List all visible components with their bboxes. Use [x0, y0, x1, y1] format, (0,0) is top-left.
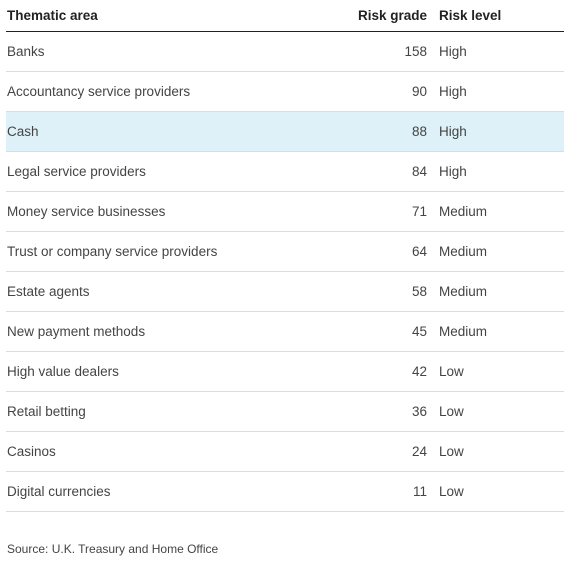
risk-table-container: Thematic area Risk grade Risk level Bank…: [6, 0, 564, 512]
table-row: Estate agents 58 Medium: [6, 271, 564, 312]
thematic-area-cell: Accountancy service providers: [6, 71, 346, 112]
thematic-area-cell: Estate agents: [6, 271, 346, 312]
thematic-area-cell: High value dealers: [6, 351, 346, 392]
table-row: New payment methods 45 Medium: [6, 311, 564, 352]
table-row: Money service businesses 71 Medium: [6, 191, 564, 232]
thematic-area-cell: Money service businesses: [6, 191, 346, 232]
risk-level-cell: Medium: [427, 191, 564, 232]
table-body: Banks 158 High Accountancy service provider…: [6, 31, 564, 512]
risk-grade-cell: 88: [346, 111, 427, 152]
thematic-area-cell: Legal service providers: [6, 151, 346, 192]
table-row: Banks 158 High: [6, 31, 564, 72]
table-header: Thematic area Risk grade Risk level: [6, 0, 564, 32]
risk-level-cell: Low: [427, 471, 564, 512]
thematic-area-cell: Digital currencies: [6, 471, 346, 512]
risk-grade-cell: 158: [346, 31, 427, 72]
risk-grade-cell: 71: [346, 191, 427, 232]
risk-level-cell: Low: [427, 431, 564, 472]
risk-grade-cell: 90: [346, 71, 427, 112]
risk-grade-cell: 84: [346, 151, 427, 192]
source-note: Source: U.K. Treasury and Home Office: [7, 542, 219, 556]
table-row: Retail betting 36 Low: [6, 391, 564, 432]
risk-grade-cell: 36: [346, 391, 427, 432]
header-row: Thematic area Risk grade Risk level: [6, 0, 564, 32]
table-row: Legal service providers 84 High: [6, 151, 564, 192]
table-row: High value dealers 42 Low: [6, 351, 564, 392]
risk-level-cell: Low: [427, 391, 564, 432]
thematic-area-cell: Banks: [6, 31, 346, 72]
table-row: Accountancy service providers 90 High: [6, 71, 564, 112]
header-thematic-area: Thematic area: [6, 0, 346, 32]
risk-grade-cell: 58: [346, 271, 427, 312]
table-row: Trust or company service providers 64 Medi…: [6, 231, 564, 272]
risk-grade-cell: 64: [346, 231, 427, 272]
risk-level-cell: Medium: [427, 311, 564, 352]
table-row: Casinos 24 Low: [6, 431, 564, 472]
risk-level-cell: Medium: [427, 271, 564, 312]
risk-grade-cell: 45: [346, 311, 427, 352]
risk-level-cell: Medium: [427, 231, 564, 272]
risk-level-cell: High: [427, 31, 564, 72]
table-row: Cash 88 High: [6, 111, 564, 152]
risk-level-cell: High: [427, 151, 564, 192]
risk-level-cell: Low: [427, 351, 564, 392]
risk-grade-cell: 42: [346, 351, 427, 392]
thematic-area-cell: Cash: [6, 111, 346, 152]
risk-table: Thematic area Risk grade Risk level Bank…: [6, 0, 564, 512]
risk-grade-cell: 11: [346, 471, 427, 512]
risk-grade-cell: 24: [346, 431, 427, 472]
header-risk-grade: Risk grade: [346, 0, 427, 32]
thematic-area-cell: Retail betting: [6, 391, 346, 432]
header-risk-level: Risk level: [427, 0, 564, 32]
table-row: Digital currencies 11 Low: [6, 471, 564, 512]
thematic-area-cell: Trust or company service providers: [6, 231, 346, 272]
risk-level-cell: High: [427, 111, 564, 152]
thematic-area-cell: New payment methods: [6, 311, 346, 352]
risk-level-cell: High: [427, 71, 564, 112]
thematic-area-cell: Casinos: [6, 431, 346, 472]
